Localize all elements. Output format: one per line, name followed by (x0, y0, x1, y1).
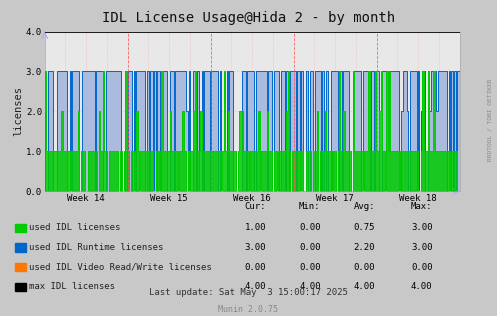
Text: max IDL licenses: max IDL licenses (29, 282, 115, 291)
Text: 2.20: 2.20 (354, 243, 375, 252)
Text: Max:: Max: (411, 203, 432, 211)
Text: 0.00: 0.00 (245, 263, 266, 271)
Text: Munin 2.0.75: Munin 2.0.75 (219, 305, 278, 313)
Text: IDL License Usage@Hida 2 - by month: IDL License Usage@Hida 2 - by month (102, 11, 395, 25)
Text: Last update: Sat May  3 15:00:17 2025: Last update: Sat May 3 15:00:17 2025 (149, 288, 348, 297)
Text: 0.00: 0.00 (354, 263, 375, 271)
Text: 4.00: 4.00 (299, 282, 321, 291)
Text: 3.00: 3.00 (245, 243, 266, 252)
Text: 4.00: 4.00 (411, 282, 432, 291)
Text: 0.00: 0.00 (411, 263, 432, 271)
Text: 0.00: 0.00 (299, 223, 321, 232)
Text: 0.00: 0.00 (299, 263, 321, 271)
Text: RRDTOOL / TOBI OETIKER: RRDTOOL / TOBI OETIKER (487, 79, 492, 161)
Text: 0.75: 0.75 (354, 223, 375, 232)
Text: 3.00: 3.00 (411, 223, 432, 232)
Text: used IDL Runtime licenses: used IDL Runtime licenses (29, 243, 163, 252)
Text: 4.00: 4.00 (354, 282, 375, 291)
Text: 3.00: 3.00 (411, 243, 432, 252)
Text: Avg:: Avg: (354, 203, 375, 211)
Text: used IDL Video Read/Write licenses: used IDL Video Read/Write licenses (29, 263, 212, 271)
Text: 1.00: 1.00 (245, 223, 266, 232)
Text: used IDL licenses: used IDL licenses (29, 223, 120, 232)
Text: 0.00: 0.00 (299, 243, 321, 252)
Text: 4.00: 4.00 (245, 282, 266, 291)
Text: Min:: Min: (299, 203, 321, 211)
Y-axis label: licenses: licenses (13, 86, 23, 137)
Text: Cur:: Cur: (245, 203, 266, 211)
